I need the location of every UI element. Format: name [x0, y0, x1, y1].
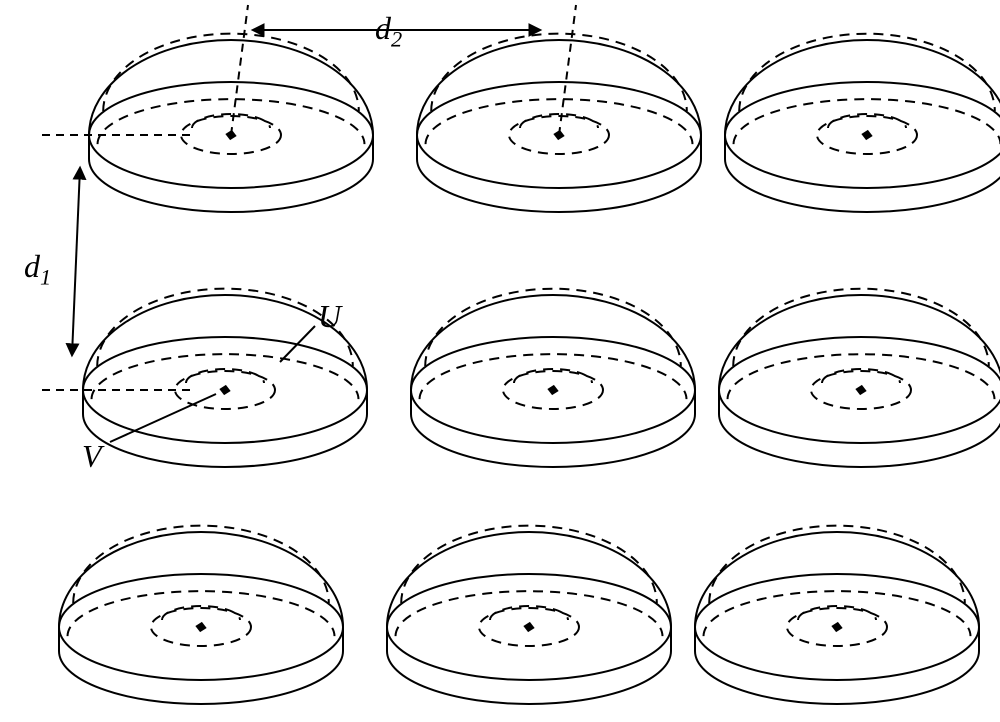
- dimension-d2-label: d2: [375, 10, 402, 52]
- dimension-d1-label: d1: [24, 248, 51, 290]
- annotation-v-label: V: [82, 438, 102, 475]
- diagram-canvas: [0, 0, 1000, 722]
- lens-unit: [417, 34, 701, 212]
- dimension-d1-arrow: [72, 168, 80, 355]
- lens-unit: [695, 526, 979, 704]
- annotation-u-label: U: [318, 298, 341, 335]
- lens-unit: [725, 34, 1000, 212]
- lens-unit: [89, 34, 373, 212]
- annotation-u-leader: [280, 326, 315, 362]
- lens-unit: [719, 289, 1000, 467]
- lens-unit: [411, 289, 695, 467]
- annotation-v-leader: [110, 394, 216, 442]
- lens-unit: [387, 526, 671, 704]
- lens-unit: [59, 526, 343, 704]
